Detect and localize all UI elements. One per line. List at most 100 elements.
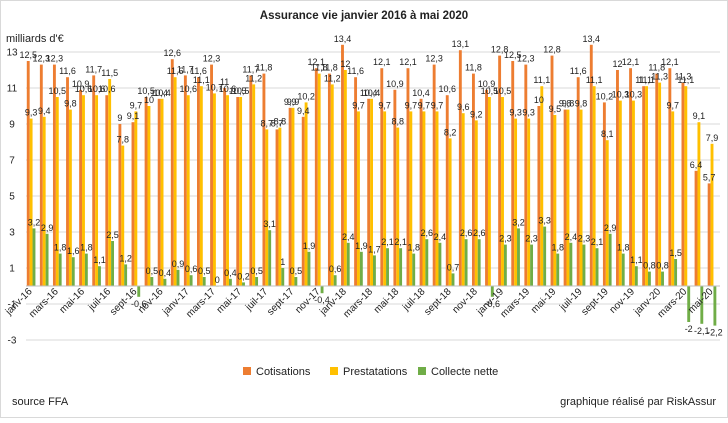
data-label: 10,3 [612, 90, 630, 100]
bar-collecte-nette [687, 286, 691, 322]
bar-prestatations [173, 77, 177, 286]
data-label: 2,9 [41, 223, 54, 233]
bar-prestatations [383, 111, 387, 287]
data-label: 2,6 [473, 228, 486, 238]
bar-prestatations [357, 111, 360, 287]
data-labels-layer: 12,512,312,311,610,911,710,69 9,110,510,4… [19, 34, 722, 338]
data-label: 0,2 [237, 271, 250, 281]
data-label: 10,9 [386, 79, 404, 89]
bar-prestatations [396, 127, 400, 286]
bar-cotisations [498, 55, 502, 286]
bar-prestatations [29, 118, 33, 286]
data-label: 0,4 [159, 268, 172, 278]
data-label: 2,1 [591, 237, 604, 247]
legend-swatch [243, 367, 251, 375]
bar-cotisations [118, 124, 122, 286]
data-label: 10,6 [75, 84, 93, 94]
bar-collecte-nette [333, 275, 337, 286]
data-label: 1,1 [630, 255, 643, 265]
data-label: 11,1 [586, 75, 603, 85]
data-label: 3,1 [263, 219, 276, 229]
bar-prestatations [527, 118, 531, 286]
bar-cotisations [327, 73, 331, 286]
data-label: 10,6 [219, 84, 237, 94]
data-label: 12,3 [517, 54, 535, 64]
y-tick-label: 1 [9, 264, 15, 275]
data-label: 1,8 [54, 243, 67, 253]
bar-prestatations [553, 115, 557, 286]
data-label: -2,2 [707, 328, 723, 338]
bar-cotisations [170, 59, 174, 287]
bar-prestatations [474, 120, 478, 287]
data-label: 10,2 [596, 91, 614, 101]
data-label: 0,8 [643, 261, 656, 271]
data-label: 11,6 [570, 66, 587, 76]
bar-cotisations [393, 89, 397, 286]
bar-collecte-nette [320, 286, 324, 294]
data-label: 10,5 [494, 86, 512, 96]
bar-cotisations [629, 68, 633, 286]
legend-label: Prestatations [343, 366, 408, 378]
data-label: -2,1 [694, 326, 710, 336]
data-label: 9,8 [559, 99, 572, 109]
bar-prestatations [186, 95, 190, 286]
bar-cotisations [288, 107, 292, 286]
bar-prestatations [592, 86, 596, 286]
bar-prestatations [82, 95, 85, 286]
data-label: 0,5 [146, 266, 159, 276]
data-label: 2,5 [106, 230, 119, 240]
bar-cotisations [354, 77, 358, 286]
bar-prestatations [487, 97, 491, 286]
bar-prestatations [304, 102, 308, 287]
legend-swatch [330, 367, 338, 375]
data-label: 11,6 [167, 66, 184, 76]
bar-cotisations [563, 109, 567, 286]
bar-cotisations [236, 97, 240, 286]
data-label: 0,5 [290, 266, 303, 276]
data-label: 9,2 [470, 109, 483, 119]
data-label: 9,6 [457, 102, 470, 112]
bar-cotisations [419, 98, 423, 286]
data-label: 9 [117, 113, 122, 123]
bar-cotisations [380, 68, 384, 286]
bar-collecte-nette [503, 244, 507, 286]
bar-collecte-nette [621, 253, 625, 286]
data-label: 10,9 [72, 79, 90, 89]
bar-prestatations [252, 84, 256, 287]
data-label: 12,3 [203, 54, 221, 64]
data-label: 0,5 [250, 266, 263, 276]
bar-prestatations [265, 129, 269, 286]
data-label: 11,2 [324, 73, 341, 83]
data-label: 9,7 [405, 100, 418, 110]
data-label: -2 [685, 324, 693, 334]
bar-collecte-nette [608, 233, 612, 286]
bar-collecte-nette [713, 286, 717, 326]
bar-prestatations [514, 118, 518, 286]
data-label: 10,6 [438, 84, 456, 94]
data-label: 10,5 [232, 86, 250, 96]
bar-prestatations [121, 145, 125, 286]
bar-collecte-nette [569, 242, 573, 286]
bar-prestatations [422, 111, 426, 287]
bar-collecte-nette [451, 273, 455, 286]
data-label: -0,6 [485, 299, 501, 309]
bars-layer [26, 44, 717, 326]
data-label: 9,7 [378, 100, 391, 110]
data-label: 13,4 [583, 34, 601, 44]
data-label: 2,6 [460, 228, 473, 238]
bar-cotisations [301, 116, 305, 286]
data-label: 2,1 [394, 237, 407, 247]
bar-cotisations [367, 98, 371, 286]
data-label: 1,9 [355, 241, 368, 251]
bar-prestatations [147, 106, 151, 286]
bar-collecte-nette [490, 286, 494, 297]
bar-cotisations [458, 50, 462, 287]
data-label: 9,9 [284, 97, 297, 107]
data-label: 11,1 [533, 75, 550, 85]
bar-cotisations [314, 68, 318, 286]
y-tick-label: 9 [9, 120, 15, 131]
bar-cotisations [406, 68, 410, 286]
y-tick-label: 5 [9, 192, 15, 203]
data-label: 7,8 [117, 135, 130, 145]
bar-collecte-nette [517, 228, 520, 286]
